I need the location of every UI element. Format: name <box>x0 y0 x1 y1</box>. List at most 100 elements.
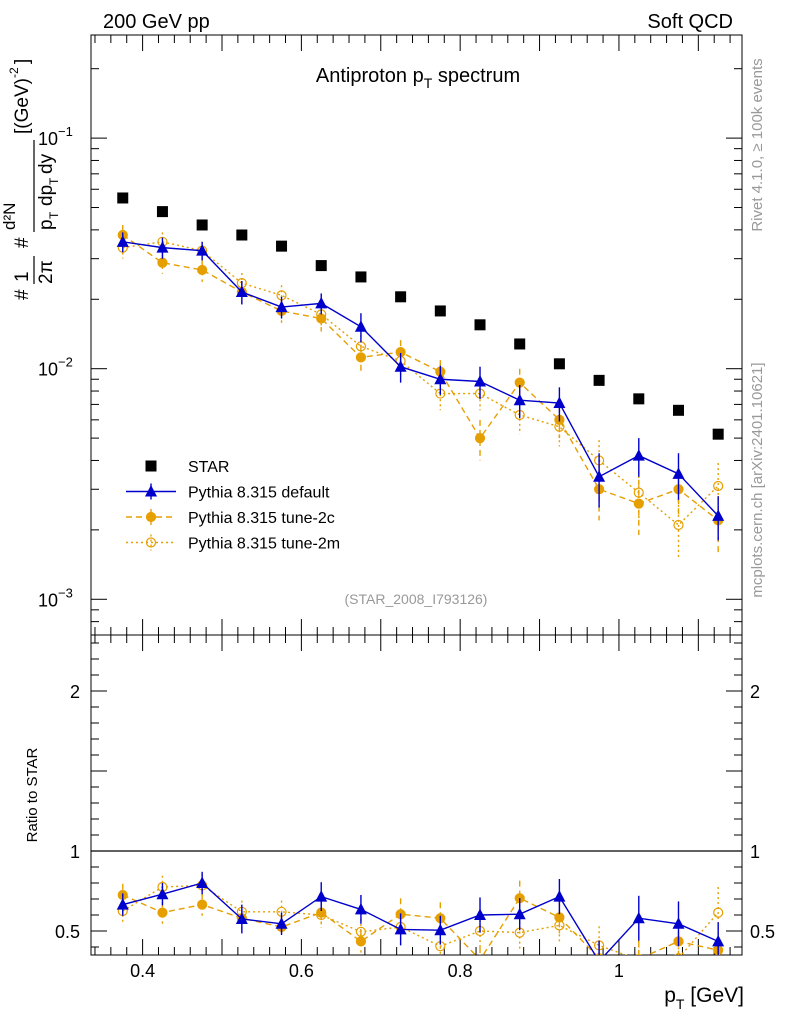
ratio-series-0-point <box>235 912 248 924</box>
ratio-series-0-point <box>599 954 600 955</box>
main-series-0-point <box>315 260 327 272</box>
header-category-label: Soft QCD <box>647 11 733 33</box>
analysis-watermark: (STAR_2008_I793126) <box>345 591 488 607</box>
y-tick-label-ratio: 2 <box>70 682 80 702</box>
svg-text:[(GeV): [(GeV) <box>12 78 33 134</box>
ratio-series-0-point <box>434 923 447 936</box>
svg-text:1: 1 <box>12 271 33 282</box>
y-tick-label-ratio: 0.5 <box>55 922 80 942</box>
main-series-1-point <box>513 393 526 406</box>
main-series-1-point <box>156 241 169 253</box>
ratio-series-0-point <box>275 917 288 929</box>
main-series-0-point <box>395 291 407 303</box>
y-tick-label-ratio-right: 0.5 <box>750 922 775 942</box>
x-tick-label: 1 <box>614 961 624 981</box>
main-series-2-point <box>157 257 168 268</box>
ratio-series-0-point <box>513 907 526 920</box>
main-series-1-point <box>712 509 725 521</box>
svg-text:dy: dy <box>36 153 57 174</box>
ratio-series-0 <box>116 871 725 955</box>
ratio-series-0-point <box>354 902 367 915</box>
ratio-series-0-line <box>122 882 719 955</box>
main-series-1-point <box>672 467 685 479</box>
rivet-version-label: Rivet 4.1.0, ≥ 100k events <box>749 58 766 231</box>
legend-label: Pythia 8.315 tune-2m <box>188 536 340 553</box>
svg-text:#: # <box>12 237 33 248</box>
ratio-series-0-point <box>394 922 407 935</box>
main-series-0-point <box>593 374 605 386</box>
ratio-series-1-point <box>197 899 208 910</box>
legend-marker <box>145 485 157 497</box>
legend-entry: Pythia 8.315 tune-2c <box>126 509 335 527</box>
main-series-1-point <box>275 300 288 313</box>
legend-entry: STAR <box>145 459 229 476</box>
main-series-1-point <box>235 285 248 298</box>
ratio-y-axis-label: Ratio to STAR <box>24 747 41 842</box>
main-series-0-point <box>276 240 288 252</box>
main-series-0-point <box>156 206 168 218</box>
ratio-series-0-point <box>315 890 328 902</box>
ratio-series-0-point <box>474 908 487 920</box>
main-series-1-point <box>632 449 645 461</box>
main-series-3-point <box>633 487 644 498</box>
legend-entry: Pythia 8.315 default <box>126 483 330 502</box>
svg-text:-2: -2 <box>7 67 21 78</box>
main-series-2-point <box>633 498 644 509</box>
y-tick-label-ratio-right: 2 <box>750 682 760 702</box>
main-series-0-point <box>514 338 526 350</box>
y-tick-label-main: 10−1 <box>38 124 73 149</box>
ratio-plot-frame <box>90 634 743 956</box>
main-series-2-point <box>197 264 208 276</box>
main-series-0-point <box>236 229 248 241</box>
main-data-layer <box>116 192 725 559</box>
main-series-2 <box>117 224 724 553</box>
main-series-0-point <box>355 271 367 283</box>
ratio-series-0-point <box>116 898 129 910</box>
main-series-1 <box>116 232 725 541</box>
main-series-0-point <box>117 192 129 204</box>
x-axis-label: pT [GeV] <box>664 984 744 1012</box>
main-series-3-point <box>673 519 684 531</box>
ratio-series-0-point <box>156 887 169 900</box>
legend: STAR Pythia 8.315 default Pythia 8.315 tun… <box>126 459 340 553</box>
main-series-1-line <box>122 241 719 517</box>
main-plot-title: Antiproton pT spectrum <box>316 65 520 91</box>
main-series-1-point <box>354 320 367 332</box>
legend-marker <box>145 460 157 472</box>
svg-text:T: T <box>47 211 61 219</box>
legend-label: STAR <box>188 459 229 476</box>
main-series-0-point <box>712 428 724 440</box>
main-series-0-point <box>196 219 208 231</box>
y-tick-label-main: 10−3 <box>38 585 73 610</box>
header-energy-label: 200 GeV pp <box>103 11 210 33</box>
ratio-series-2-point <box>637 954 641 955</box>
ratio-data-layer <box>116 871 725 955</box>
ratio-series-1-point <box>554 912 565 923</box>
main-series-3-point <box>713 480 724 492</box>
main-axes-ticks: 10−3 10−2 10−1 <box>38 35 742 636</box>
main-series-1-point <box>394 360 407 372</box>
ratio-series-0-point <box>196 876 209 888</box>
main-series-2-point <box>316 313 327 324</box>
main-series-2-point <box>474 433 486 444</box>
y-tick-label-ratio-right: 1 <box>750 842 760 862</box>
legend-label: Pythia 8.315 default <box>188 485 330 502</box>
main-series-3-line <box>122 241 719 526</box>
main-series-0 <box>117 192 724 440</box>
main-series-0-point <box>633 393 645 405</box>
ratio-series-1-point <box>355 936 367 947</box>
main-y-axis-label: # 1 2π # d²N p T dp T dy [(GeV) -2 ] <box>0 59 61 300</box>
ratio-series-0-point <box>632 911 645 924</box>
ratio-series-0-point <box>553 890 566 902</box>
x-tick-label: 0.8 <box>448 961 473 981</box>
svg-text:dp: dp <box>36 185 57 206</box>
main-series-1-point <box>434 372 447 385</box>
svg-text:2π: 2π <box>36 260 57 284</box>
main-series-0-point <box>553 358 565 370</box>
main-series-2-point <box>355 352 367 363</box>
ratio-series-1-point <box>478 954 482 955</box>
svg-text:]: ] <box>12 59 33 64</box>
main-series-2-line <box>122 234 719 521</box>
main-series-0-point <box>672 404 684 416</box>
